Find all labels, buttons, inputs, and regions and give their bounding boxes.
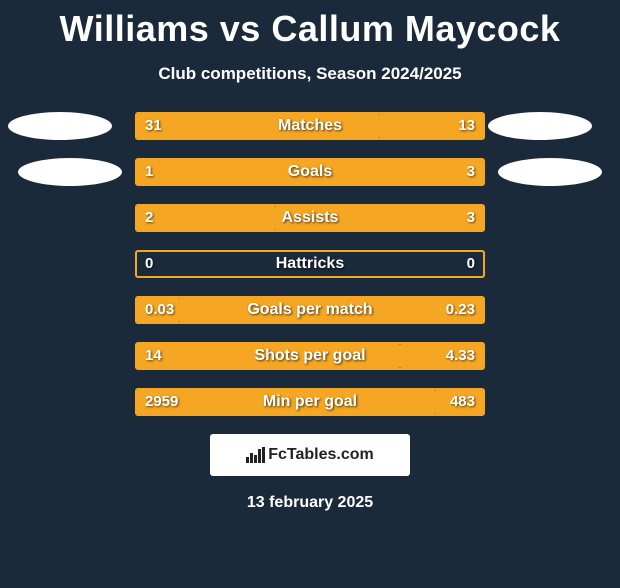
stat-row: 144.33Shots per goal — [135, 342, 485, 370]
placeholder-ellipse — [498, 158, 602, 186]
stat-row: 13Goals — [135, 158, 485, 186]
stat-label: Assists — [135, 204, 485, 232]
comparison-chart: 3113Matches 13Goals 23Assists 00Hattricks 0.… — [0, 112, 620, 416]
stat-label: Shots per goal — [135, 342, 485, 370]
placeholder-ellipse — [488, 112, 592, 140]
brand-badge[interactable]: FcTables.com — [210, 434, 410, 476]
stat-label: Hattricks — [135, 250, 485, 278]
stat-label: Matches — [135, 112, 485, 140]
stat-row: 3113Matches — [135, 112, 485, 140]
stat-row: 2959483Min per goal — [135, 388, 485, 416]
placeholder-ellipse — [18, 158, 122, 186]
stat-row: 00Hattricks — [135, 250, 485, 278]
footer-date: 13 february 2025 — [0, 494, 620, 512]
bars-icon — [246, 447, 264, 463]
stat-row: 0.030.23Goals per match — [135, 296, 485, 324]
stat-label: Goals — [135, 158, 485, 186]
page-title: Williams vs Callum Maycock — [0, 8, 620, 50]
brand-text: FcTables.com — [268, 446, 374, 464]
stat-label: Goals per match — [135, 296, 485, 324]
stat-label: Min per goal — [135, 388, 485, 416]
placeholder-ellipse — [8, 112, 112, 140]
stat-row: 23Assists — [135, 204, 485, 232]
page-subtitle: Club competitions, Season 2024/2025 — [0, 64, 620, 84]
